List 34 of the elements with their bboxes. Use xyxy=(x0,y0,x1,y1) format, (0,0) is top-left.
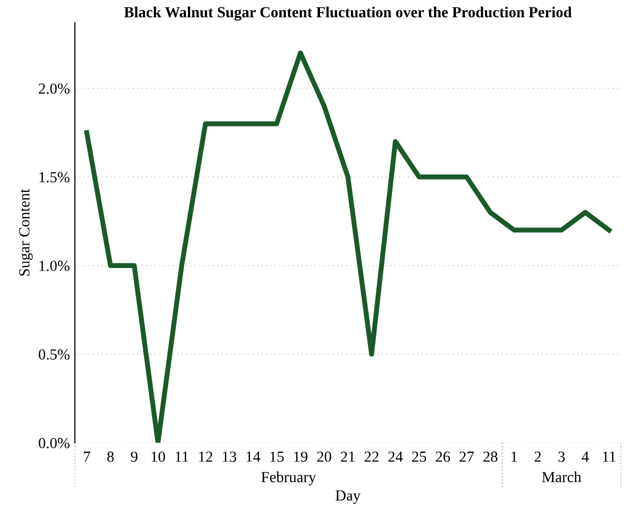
x-tick-label: 3 xyxy=(558,452,565,462)
x-tick-label: 25 xyxy=(412,452,426,462)
y-axis-title: Sugar Content xyxy=(19,188,33,276)
x-tick-label: 15 xyxy=(270,452,284,462)
y-tick-label: 0.0% xyxy=(38,438,70,448)
y-tick-label: 1.5% xyxy=(40,172,70,182)
chart-title: Black Walnut Sugar Content Fluctuation over the Production Period xyxy=(124,6,572,21)
x-tick-label: 28 xyxy=(483,452,498,462)
x-tick-label: 26 xyxy=(436,452,450,462)
y-tick-label: 2.0% xyxy=(38,83,70,94)
x-tick-label: 4 xyxy=(582,452,589,462)
x-tick-label: 12 xyxy=(199,452,212,462)
x-tick-label: 8 xyxy=(107,452,114,462)
y-tick-label: 0.5% xyxy=(38,349,70,360)
x-tick-label: 9 xyxy=(130,452,138,462)
text: March xyxy=(542,472,582,482)
x-tick-label: 22 xyxy=(364,452,378,462)
x-tick-label: 11 xyxy=(603,452,616,462)
x-tick-label: 2 xyxy=(534,452,541,462)
x-tick-label: 19 xyxy=(294,452,308,462)
x-tick-label: 10 xyxy=(152,452,166,462)
x-tick-label: 1 xyxy=(512,452,517,462)
line-series xyxy=(84,50,612,443)
x-tick-label: 20 xyxy=(317,452,332,462)
text: February xyxy=(261,472,316,486)
x-tick-label: 7 xyxy=(84,452,90,462)
x-tick-label: 14 xyxy=(246,452,260,462)
x-tick-label: 24 xyxy=(388,452,403,462)
x-axis-title: Day xyxy=(336,490,361,504)
y-tick-label: 1.0% xyxy=(40,260,70,272)
x-tick-label: 27 xyxy=(460,452,474,462)
x-tick-label: 21 xyxy=(340,452,355,462)
x-tick-label: 13 xyxy=(222,452,236,462)
x-tick-label: 11 xyxy=(176,452,188,462)
